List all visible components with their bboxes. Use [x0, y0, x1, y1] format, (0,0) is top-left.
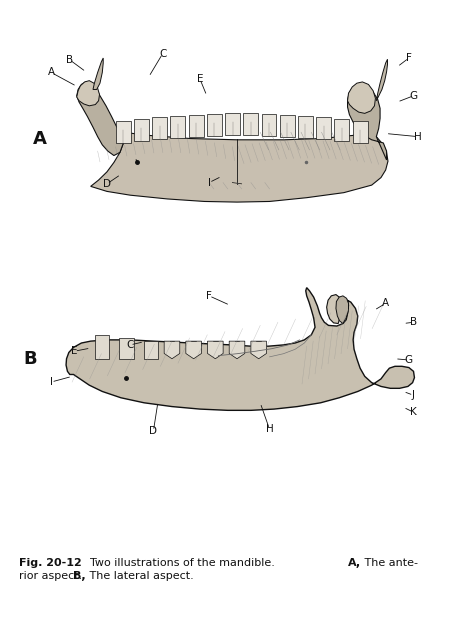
- Text: C: C: [127, 340, 134, 350]
- Text: J: J: [412, 390, 415, 400]
- Polygon shape: [229, 341, 245, 359]
- Polygon shape: [189, 114, 203, 137]
- Text: Fig. 20-12: Fig. 20-12: [19, 559, 82, 568]
- Polygon shape: [347, 82, 375, 114]
- Text: Two illustrations of the mandible.: Two illustrations of the mandible.: [83, 559, 278, 568]
- Text: F: F: [406, 53, 412, 63]
- Text: G: G: [405, 355, 413, 365]
- Polygon shape: [93, 58, 103, 89]
- Text: A: A: [47, 67, 55, 78]
- Polygon shape: [164, 341, 180, 359]
- Polygon shape: [347, 85, 387, 160]
- Text: B,: B,: [73, 571, 86, 581]
- Polygon shape: [186, 341, 201, 359]
- Text: I: I: [50, 377, 53, 387]
- Polygon shape: [353, 121, 367, 143]
- Polygon shape: [251, 341, 266, 359]
- Text: A: A: [33, 130, 46, 148]
- Polygon shape: [134, 119, 149, 141]
- Text: G: G: [410, 91, 418, 101]
- Text: The lateral aspect.: The lateral aspect.: [86, 571, 194, 581]
- Text: F: F: [206, 291, 212, 301]
- Polygon shape: [280, 114, 295, 137]
- Text: B: B: [410, 317, 417, 327]
- Text: C: C: [159, 49, 166, 58]
- Polygon shape: [119, 338, 134, 359]
- Polygon shape: [376, 59, 388, 101]
- Polygon shape: [207, 114, 222, 136]
- Text: E: E: [71, 346, 78, 356]
- Text: rior aspect.: rior aspect.: [19, 571, 86, 581]
- Text: A,: A,: [348, 559, 362, 568]
- Polygon shape: [77, 82, 123, 155]
- Polygon shape: [171, 116, 185, 137]
- Polygon shape: [336, 296, 348, 324]
- Polygon shape: [335, 119, 349, 141]
- Polygon shape: [95, 335, 109, 359]
- Polygon shape: [144, 341, 158, 359]
- Polygon shape: [243, 114, 258, 135]
- Polygon shape: [66, 288, 414, 410]
- Polygon shape: [116, 121, 131, 143]
- Polygon shape: [262, 114, 276, 136]
- Polygon shape: [298, 116, 313, 137]
- Polygon shape: [152, 117, 167, 139]
- Polygon shape: [225, 114, 240, 135]
- Text: K: K: [410, 407, 417, 417]
- Text: D: D: [149, 426, 157, 436]
- Polygon shape: [77, 81, 100, 106]
- Polygon shape: [208, 341, 223, 359]
- Polygon shape: [316, 117, 331, 139]
- Text: The ante-: The ante-: [361, 559, 418, 568]
- Text: H: H: [414, 132, 422, 142]
- Text: H: H: [265, 424, 273, 434]
- Text: A: A: [382, 299, 389, 308]
- Text: E: E: [197, 74, 203, 83]
- Polygon shape: [327, 295, 341, 324]
- Text: D: D: [103, 179, 111, 189]
- Polygon shape: [91, 128, 388, 202]
- Text: B: B: [66, 55, 73, 65]
- Text: B: B: [23, 350, 37, 368]
- Text: I: I: [208, 178, 210, 187]
